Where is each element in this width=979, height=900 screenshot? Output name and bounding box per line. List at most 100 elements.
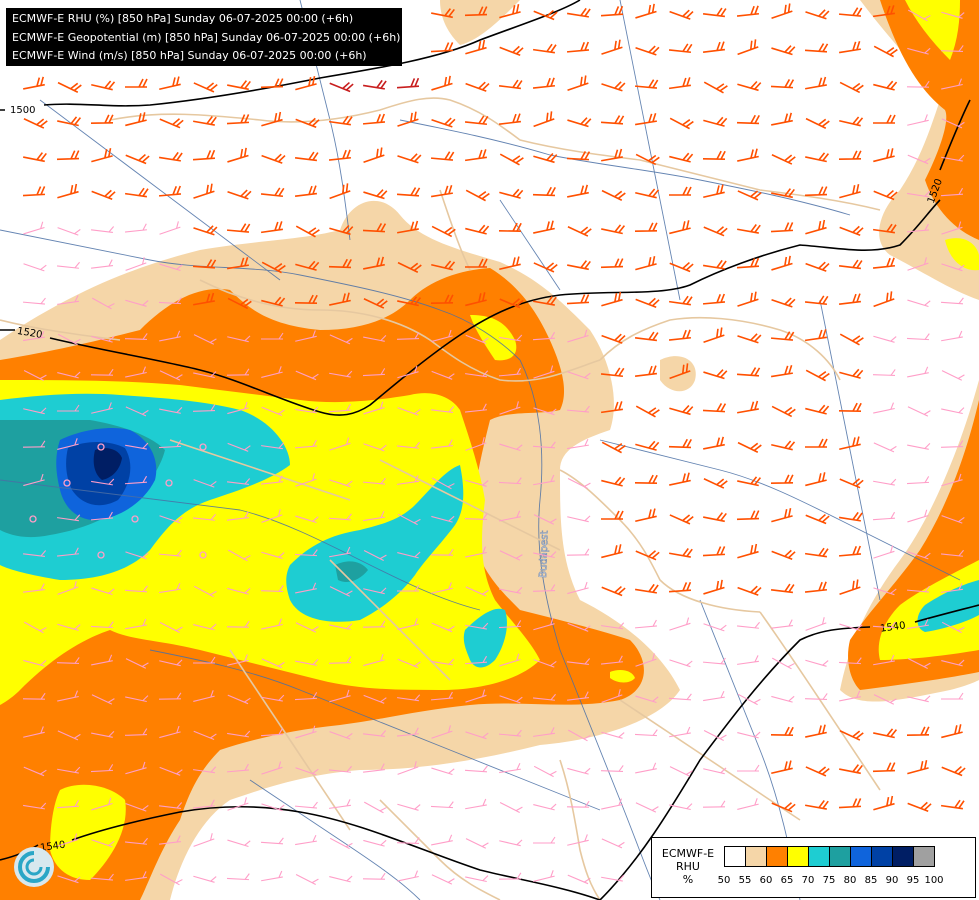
legend-tick-label: 85 bbox=[864, 875, 878, 886]
wind-barb bbox=[532, 584, 556, 592]
wind-barb bbox=[499, 653, 521, 667]
wind-barb bbox=[600, 765, 624, 772]
wind-barb bbox=[362, 368, 386, 377]
wind-barb bbox=[295, 225, 320, 238]
wind-barb bbox=[668, 43, 693, 54]
wind-barb bbox=[906, 476, 930, 485]
wind-barb bbox=[363, 549, 387, 561]
legend-tick-label: 100 bbox=[924, 875, 944, 886]
wind-barb bbox=[499, 695, 523, 704]
wind-barb bbox=[669, 117, 694, 130]
wind-barb bbox=[431, 658, 455, 666]
wind-barb bbox=[567, 658, 591, 666]
wind-barb bbox=[431, 329, 453, 343]
wind-barb bbox=[771, 508, 793, 523]
wind-barb bbox=[736, 367, 761, 377]
wind-barb bbox=[91, 731, 115, 738]
wind-barb bbox=[600, 401, 623, 414]
wind-barb bbox=[907, 657, 931, 669]
wind-barb bbox=[873, 80, 898, 91]
wind-barb bbox=[601, 689, 623, 703]
wind-barb bbox=[600, 258, 624, 269]
wind-barb bbox=[23, 263, 47, 272]
wind-barb bbox=[703, 327, 725, 344]
wind-barb bbox=[737, 333, 762, 344]
legend-swatch bbox=[829, 846, 851, 867]
wind-barb bbox=[363, 730, 387, 738]
wind-barb bbox=[329, 81, 354, 93]
wind-barb bbox=[193, 766, 217, 774]
wind-barb bbox=[941, 659, 965, 667]
wind-barb bbox=[601, 585, 626, 597]
wind-barb bbox=[600, 5, 624, 17]
wind-barb bbox=[363, 801, 387, 814]
wind-barb bbox=[431, 225, 456, 238]
wind-barb bbox=[159, 515, 183, 524]
wind-barb bbox=[23, 766, 47, 777]
place-label-budapest: Budapest bbox=[538, 530, 551, 578]
wind-barb bbox=[702, 7, 727, 18]
wind-barb bbox=[805, 117, 830, 129]
wind-barb bbox=[703, 579, 725, 595]
title-line-rhu: ECMWF-E RHU (%) [850 hPa] Sunday 06-07-2… bbox=[12, 12, 354, 25]
wind-barb bbox=[941, 765, 966, 777]
wind-barb bbox=[941, 154, 965, 162]
wind-barb bbox=[567, 874, 591, 885]
wind-barb bbox=[260, 78, 284, 89]
wind-barb bbox=[464, 115, 489, 126]
wind-barb bbox=[125, 871, 147, 881]
wind-barb bbox=[465, 622, 489, 630]
wind-barb bbox=[227, 335, 251, 343]
wind-barb bbox=[431, 406, 455, 414]
wind-barb bbox=[839, 623, 863, 632]
wind-barb bbox=[499, 298, 524, 309]
wind-barb bbox=[23, 550, 47, 558]
wind-barb bbox=[635, 440, 660, 451]
wind-barb bbox=[91, 587, 115, 596]
wind-barb bbox=[907, 47, 931, 55]
wind-barb bbox=[499, 256, 521, 271]
wind-barb bbox=[431, 874, 455, 885]
wind-barb bbox=[635, 188, 660, 199]
wind-barb bbox=[465, 586, 489, 597]
wind-barb bbox=[363, 256, 385, 270]
wind-barb bbox=[125, 551, 149, 560]
wind-barb bbox=[907, 695, 931, 703]
wind-barb bbox=[159, 766, 183, 776]
wind-barb bbox=[363, 147, 385, 164]
wind-barb bbox=[634, 331, 659, 342]
wind-barb bbox=[601, 148, 623, 162]
wind-barb bbox=[601, 874, 625, 882]
wind-barb bbox=[329, 437, 351, 451]
wind-barb bbox=[465, 224, 490, 235]
wind-barb bbox=[804, 43, 829, 53]
wind-barb bbox=[90, 114, 114, 124]
wind-barb bbox=[226, 763, 250, 773]
wind-barb bbox=[498, 113, 522, 126]
wind-barb bbox=[737, 148, 759, 162]
wind-barb bbox=[804, 581, 828, 593]
wind-barb bbox=[770, 364, 793, 378]
wind-barb bbox=[839, 81, 864, 94]
wind-barb bbox=[906, 333, 930, 341]
wind-barb bbox=[295, 330, 317, 342]
wind-barb bbox=[329, 731, 353, 740]
wind-barb bbox=[328, 403, 352, 413]
wind-barb bbox=[567, 226, 592, 237]
wind-barb bbox=[329, 292, 351, 306]
wind-barb bbox=[465, 798, 487, 810]
wind-barb bbox=[839, 184, 861, 199]
wind-barb bbox=[634, 619, 658, 629]
wind-barb bbox=[159, 582, 181, 594]
wind-barb bbox=[124, 187, 149, 198]
wind-barb bbox=[838, 40, 861, 54]
wind-barb bbox=[702, 546, 726, 557]
wind-barb bbox=[295, 582, 317, 594]
wind-barb bbox=[431, 834, 453, 846]
wind-barb bbox=[873, 654, 895, 666]
wind-barb bbox=[23, 118, 48, 129]
wind-barb bbox=[703, 226, 728, 237]
contour-label-1540-west: 1540 bbox=[39, 840, 66, 854]
wind-barb bbox=[193, 656, 216, 664]
wind-barb bbox=[431, 75, 453, 91]
